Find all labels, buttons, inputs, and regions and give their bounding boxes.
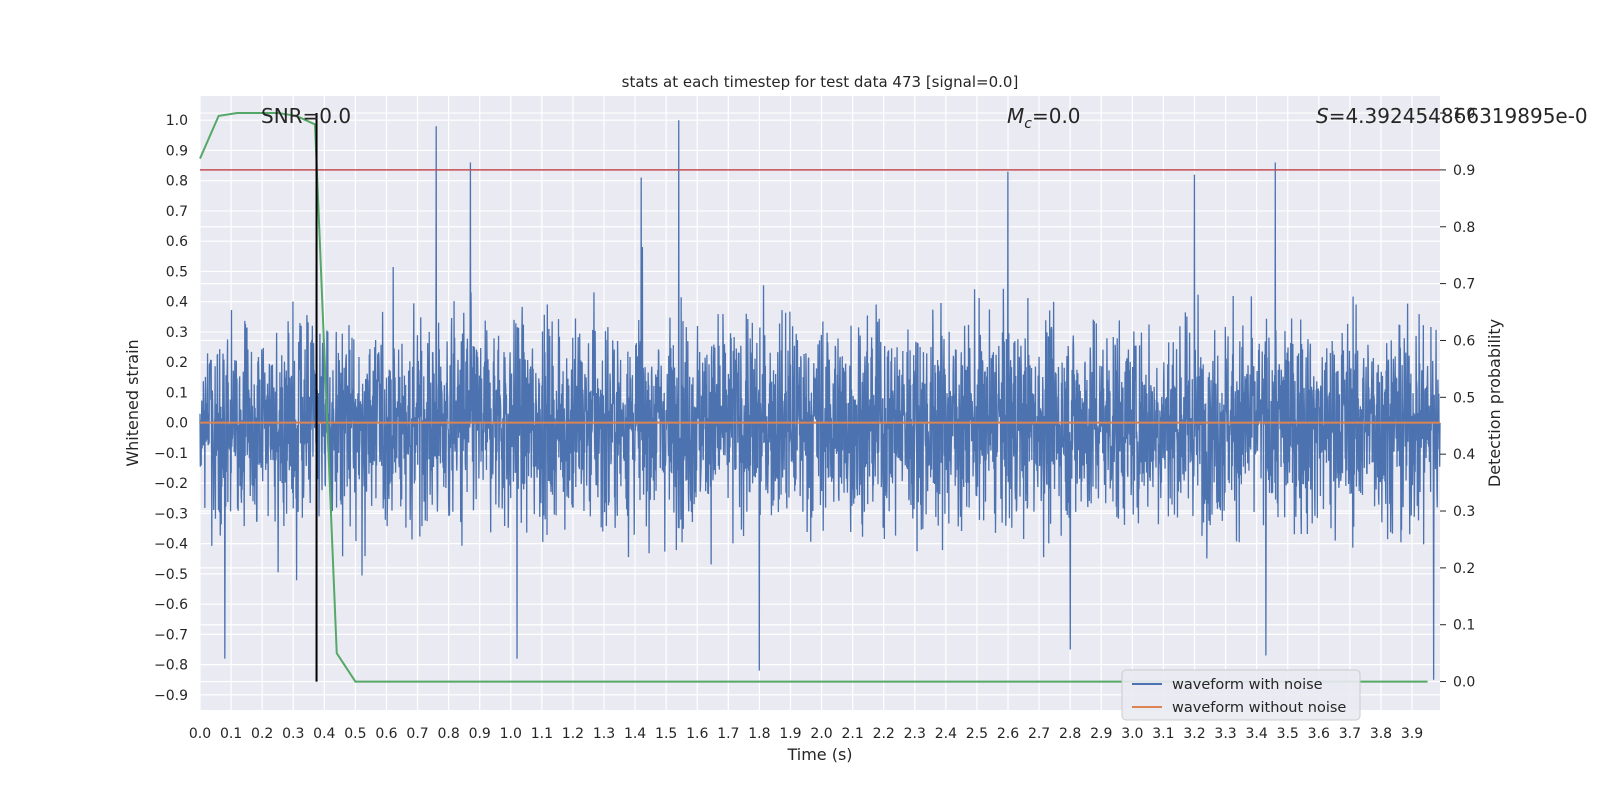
x-tick-label: 1.1 — [531, 726, 553, 742]
y-tick-label: 0.3 — [166, 325, 188, 341]
x-tick-label: 2.3 — [904, 726, 926, 742]
y-right-tick-label: 0.7 — [1453, 277, 1475, 293]
y-axis-ticks: −0.9 −0.8 −0.7 −0.6 −0.5 −0.4 −0.3 −0.2 −0.1 0.0 0… — [154, 113, 188, 704]
x-tick-label: 2.2 — [873, 726, 895, 742]
x-tick-label: 0.4 — [313, 726, 335, 742]
y-right-tick-label: 0.5 — [1453, 390, 1475, 406]
y-tick-label: −0.4 — [154, 537, 188, 553]
legend: waveform with noise waveform without nois… — [1121, 669, 1361, 721]
plot-area — [199, 112, 1441, 683]
y-right-tick-label: 0.3 — [1453, 504, 1475, 520]
series-waveform-with-noise — [199, 120, 1441, 680]
y-tick-label: −0.9 — [154, 688, 188, 704]
x-tick-label: 0.0 — [189, 726, 211, 742]
x-tick-label: 2.0 — [810, 726, 832, 742]
x-tick-label: 3.2 — [1183, 726, 1205, 742]
x-tick-label: 1.9 — [779, 726, 801, 742]
series-detection-probability — [199, 112, 1428, 683]
x-tick-label: 0.2 — [251, 726, 273, 742]
x-tick-label: 3.6 — [1308, 726, 1330, 742]
y-tick-label: 0.1 — [166, 385, 188, 401]
x-tick-label: 1.8 — [748, 726, 770, 742]
x-tick-label: 3.3 — [1214, 726, 1236, 742]
y-tick-label: 0.6 — [166, 234, 188, 250]
s-value: =4.392454866319895e-0 — [1329, 104, 1588, 128]
x-tick-label: 1.6 — [686, 726, 708, 742]
s-symbol: S — [1316, 104, 1329, 128]
x-tick-label: 0.8 — [437, 726, 459, 742]
x-tick-label: 0.1 — [220, 726, 242, 742]
x-tick-label: 3.0 — [1121, 726, 1143, 742]
x-tick-label: 0.6 — [375, 726, 397, 742]
y-tick-label: 0.5 — [166, 264, 188, 280]
x-tick-label: 0.5 — [344, 726, 366, 742]
y-tick-label: −0.3 — [154, 506, 188, 522]
y-tick-label: 0.0 — [166, 416, 188, 432]
x-tick-label: 2.1 — [841, 726, 863, 742]
y-tick-label: 0.9 — [166, 143, 188, 159]
x-axis-ticks: 0.0 0.1 0.2 0.3 0.4 0.5 0.6 0.7 0.8 0.9 1.0 1.1 1.2 1… — [189, 726, 1423, 742]
x-tick-label: 1.5 — [655, 726, 677, 742]
chirp-mass-symbol: M — [1007, 104, 1024, 128]
x-tick-label: 1.3 — [593, 726, 615, 742]
y-axis-right-ticks: 0.0 0.1 0.2 0.3 0.4 0.5 0.6 0.7 0.8 0.9 1.0 — [1440, 106, 1475, 691]
x-tick-label: 3.8 — [1370, 726, 1392, 742]
x-axis-label: Time (s) — [786, 745, 852, 764]
x-tick-label: 2.5 — [966, 726, 988, 742]
y-tick-label: −0.7 — [154, 627, 188, 643]
x-tick-label: 2.7 — [1028, 726, 1050, 742]
y-axis-right-label: Detection probability — [1485, 319, 1504, 487]
y-right-tick-label: 0.6 — [1453, 333, 1475, 349]
y-tick-label: 1.0 — [166, 113, 188, 129]
x-tick-label: 1.4 — [624, 726, 646, 742]
y-right-tick-label: 0.1 — [1453, 618, 1475, 634]
s-annotation: S=4.392454866319895e-0 — [1316, 104, 1588, 128]
y-tick-label: 0.2 — [166, 355, 188, 371]
snr-annotation: SNR=0.0 — [261, 104, 351, 128]
y-right-tick-label: 1.0 — [1453, 106, 1475, 122]
x-tick-label: 3.5 — [1277, 726, 1299, 742]
x-tick-label: 1.0 — [500, 726, 522, 742]
chart-title: stats at each timestep for test data 473… — [622, 73, 1019, 91]
x-tick-label: 2.4 — [935, 726, 957, 742]
x-tick-label: 0.9 — [469, 726, 491, 742]
chirp-mass-subscript: c — [1024, 116, 1032, 132]
y-tick-label: −0.8 — [154, 658, 188, 674]
y-axis-label: Whitened strain — [123, 339, 142, 466]
y-tick-label: 0.4 — [166, 295, 188, 311]
x-tick-label: 3.1 — [1152, 726, 1174, 742]
chirp-mass-annotation: Mc=0.0 — [1007, 104, 1081, 132]
x-tick-label: 1.2 — [562, 726, 584, 742]
y-tick-label: 0.7 — [166, 204, 188, 220]
y-right-tick-label: 0.2 — [1453, 561, 1475, 577]
y-tick-label: −0.1 — [154, 446, 188, 462]
x-tick-label: 2.9 — [1090, 726, 1112, 742]
x-tick-label: 3.7 — [1339, 726, 1361, 742]
x-tick-label: 2.8 — [1059, 726, 1081, 742]
y-right-tick-label: 0.0 — [1453, 675, 1475, 691]
y-tick-label: −0.2 — [154, 476, 188, 492]
x-tick-label: 3.4 — [1246, 726, 1268, 742]
x-tick-label: 0.7 — [406, 726, 428, 742]
legend-label: waveform with noise — [1172, 677, 1323, 693]
y-tick-label: 0.8 — [166, 174, 188, 190]
y-right-tick-label: 0.4 — [1453, 447, 1475, 463]
y-right-tick-label: 0.8 — [1453, 220, 1475, 236]
y-right-tick-label: 0.9 — [1453, 163, 1475, 179]
x-tick-label: 2.6 — [997, 726, 1019, 742]
legend-box — [1121, 669, 1361, 721]
chirp-mass-value: =0.0 — [1032, 104, 1081, 128]
y-tick-label: −0.6 — [154, 597, 188, 613]
x-tick-label: 1.7 — [717, 726, 739, 742]
x-tick-label: 0.3 — [282, 726, 304, 742]
y-tick-label: −0.5 — [154, 567, 188, 583]
legend-label: waveform without noise — [1172, 700, 1346, 716]
x-tick-label: 3.9 — [1401, 726, 1423, 742]
